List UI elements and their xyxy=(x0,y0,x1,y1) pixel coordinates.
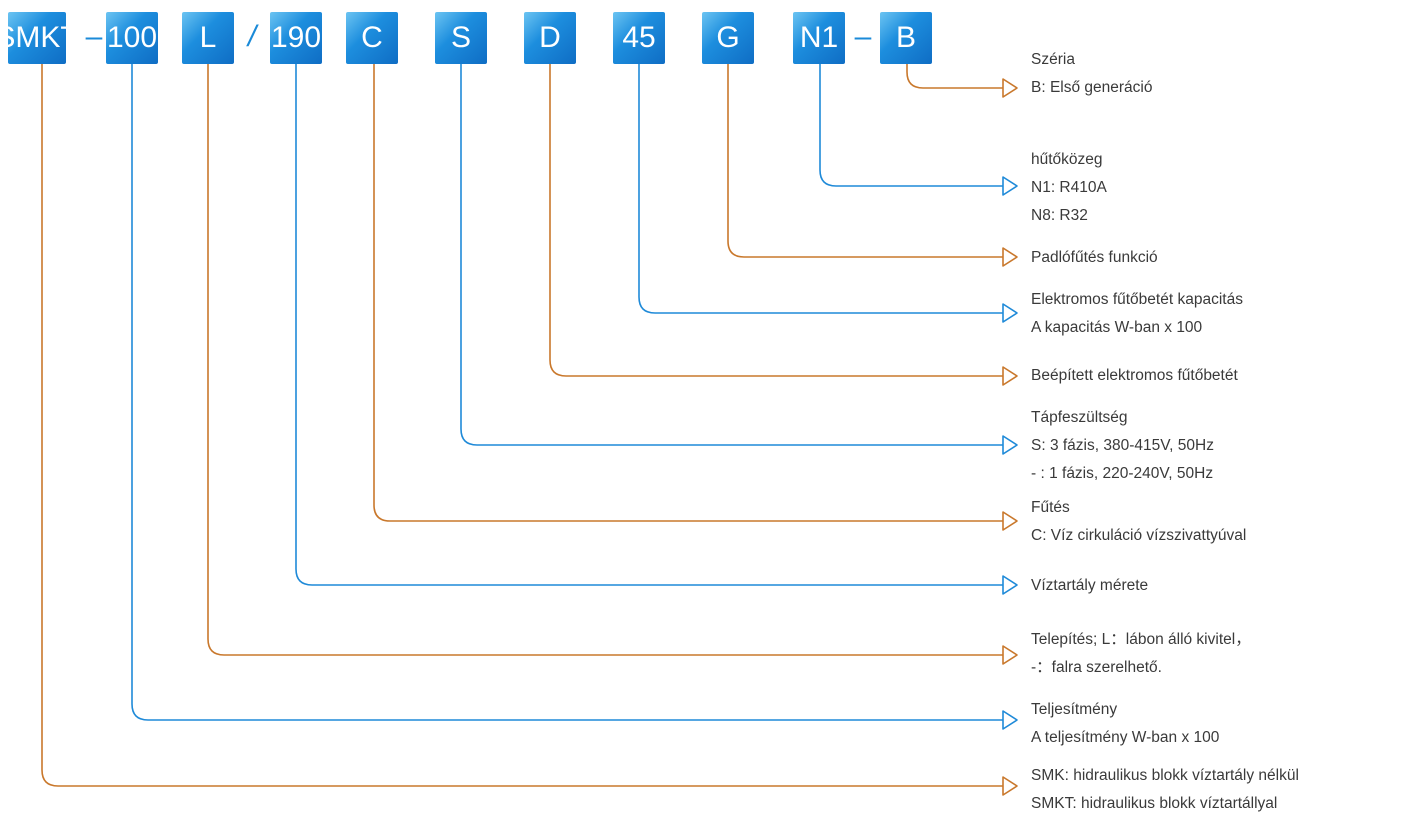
arrowhead-s xyxy=(1002,435,1018,455)
arrowhead-c xyxy=(1002,511,1018,531)
arrowhead-l xyxy=(1002,645,1018,665)
arrowhead-190 xyxy=(1002,575,1018,595)
desc-series: Széria B: Első generáció xyxy=(1031,46,1153,102)
separator-dash-2: – xyxy=(854,20,872,53)
connector-line-45 xyxy=(638,64,1003,314)
separator-slash: / xyxy=(247,20,257,53)
desc-line: Padlófűtés funkció xyxy=(1031,249,1158,266)
desc-line: Víztartály mérete xyxy=(1031,577,1149,594)
desc-built-in-heater: Beépített elektromos fűtőbetét xyxy=(1031,362,1238,390)
desc-line: SMK: hidraulikus blokk víztartály nélkül xyxy=(1031,767,1299,784)
connector-line-d xyxy=(549,64,1003,377)
desc-line: N8: R32 xyxy=(1031,207,1088,224)
desc-heater-capacity: Elektromos fűtőbetét kapacitás A kapacit… xyxy=(1031,286,1243,342)
code-box-n1: N1 xyxy=(793,12,845,64)
code-box-100: 100 xyxy=(106,12,158,64)
arrowhead-g xyxy=(1002,247,1018,267)
connector-line-g xyxy=(727,64,1003,258)
desc-line: A kapacitás W-ban x 100 xyxy=(1031,319,1203,336)
desc-line: C: Víz cirkuláció vízszivattyúval xyxy=(1031,527,1247,544)
connector-line-s xyxy=(460,64,1003,446)
desc-line: Beépített elektromos fűtőbetét xyxy=(1031,367,1238,384)
code-box-b: B xyxy=(880,12,932,64)
connector-line-l xyxy=(207,64,1003,656)
arrowhead-n1 xyxy=(1002,176,1018,196)
connector-line-b xyxy=(906,64,1003,89)
desc-line: Teljesítmény xyxy=(1031,701,1118,718)
desc-line: Elektromos fűtőbetét kapacitás xyxy=(1031,291,1243,308)
arrowhead-45 xyxy=(1002,303,1018,323)
arrowhead-100 xyxy=(1002,710,1018,730)
desc-heating: Fűtés C: Víz cirkuláció vízszivattyúval xyxy=(1031,494,1246,550)
arrowhead-d xyxy=(1002,366,1018,386)
desc-refrigerant: hűtőközeg N1: R410A N8: R32 xyxy=(1031,146,1107,230)
desc-line: Fűtés xyxy=(1031,499,1070,516)
desc-power-supply: Tápfeszültség S: 3 fázis, 380-415V, 50Hz… xyxy=(1031,404,1214,488)
arrowhead-smkt xyxy=(1002,776,1018,796)
desc-floor-heating: Padlófűtés funkció xyxy=(1031,244,1158,272)
arrowhead-b xyxy=(1002,78,1018,98)
separator-dash-1: – xyxy=(85,20,103,53)
desc-line: Telepítés; L：lábon álló kivitel， xyxy=(1031,631,1251,648)
code-box-d: D xyxy=(524,12,576,64)
code-box-45: 45 xyxy=(613,12,665,64)
desc-line: hűtőközeg xyxy=(1031,151,1103,168)
code-box-s: S xyxy=(435,12,487,64)
desc-capacity: Teljesítmény A teljesítmény W-ban x 100 xyxy=(1031,696,1219,752)
code-box-190: 190 xyxy=(270,12,322,64)
connector-line-190 xyxy=(295,64,1003,586)
desc-tank-size: Víztartály mérete xyxy=(1031,572,1148,600)
desc-hydraulic-block: SMK: hidraulikus blokk víztartály nélkül… xyxy=(1031,762,1299,818)
code-box-l: L xyxy=(182,12,234,64)
desc-line: Tápfeszültség xyxy=(1031,409,1128,426)
desc-line: S: 3 fázis, 380-415V, 50Hz xyxy=(1031,437,1214,454)
connector-line-smkt xyxy=(41,64,1003,787)
connector-line-c xyxy=(373,64,1003,522)
connector-line-n1 xyxy=(819,64,1003,187)
desc-line: - : 1 fázis, 220-240V, 50Hz xyxy=(1031,465,1214,482)
desc-line: A teljesítmény W-ban x 100 xyxy=(1031,729,1220,746)
desc-line: N1: R410A xyxy=(1031,179,1107,196)
desc-line: -：falra szerelhető. xyxy=(1031,659,1162,676)
desc-line: SMKT: hidraulikus blokk víztartállyal xyxy=(1031,795,1278,812)
code-box-smkt: SMKT xyxy=(8,12,66,64)
code-box-g: G xyxy=(702,12,754,64)
connector-line-100 xyxy=(131,64,1003,721)
code-box-c: C xyxy=(346,12,398,64)
desc-installation: Telepítés; L：lábon álló kivitel， -：falra… xyxy=(1031,626,1251,682)
desc-line: Széria xyxy=(1031,51,1075,68)
desc-line: B: Első generáció xyxy=(1031,79,1153,96)
